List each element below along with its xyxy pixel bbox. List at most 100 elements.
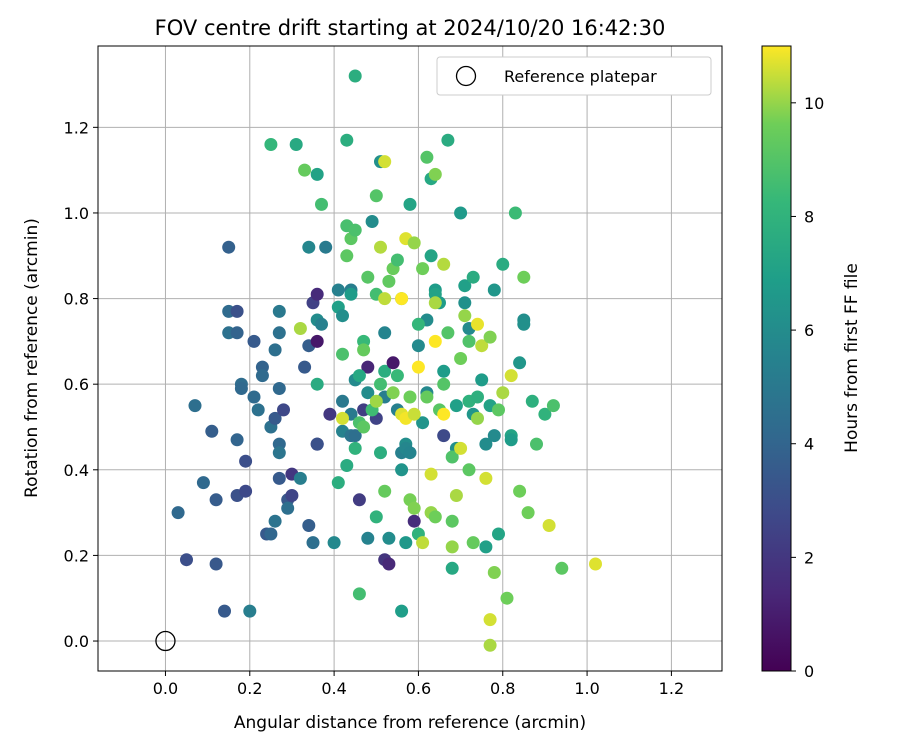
scatter-point [293, 322, 307, 335]
scatter-point [272, 471, 286, 485]
scatter-point [462, 463, 476, 477]
scatter-point [378, 364, 392, 378]
scatter-point [230, 304, 244, 318]
scatter-point [487, 566, 501, 579]
scatter-point [277, 403, 290, 417]
scatter-point [281, 501, 295, 515]
scatter-point [496, 386, 510, 400]
colorbar-tick-label: 8 [804, 207, 814, 226]
scatter-point [348, 69, 362, 83]
scatter-point [264, 527, 278, 541]
scatter-point [209, 493, 223, 507]
scatter-point [361, 531, 375, 545]
scatter-point [336, 411, 349, 425]
scatter-point [243, 604, 257, 618]
colorbar-label: Hours from first FF file [842, 263, 862, 453]
scatter-point [441, 326, 455, 340]
scatter-point [310, 437, 324, 451]
scatter-point [403, 197, 417, 211]
y-tick-label: 0.8 [64, 290, 89, 309]
scatter-point [411, 360, 425, 374]
scatter-point [357, 343, 371, 357]
y-axis-ticks: 0.0 0.2 0.4 0.6 0.8 1.0 1.2 [64, 118, 98, 651]
scatter-point [521, 506, 535, 520]
scatter-point [336, 309, 349, 323]
legend-label: Reference platepar [504, 67, 657, 86]
scatter-point [437, 364, 451, 378]
scatter-point [268, 514, 282, 528]
scatter-point [247, 390, 261, 404]
scatter-point [492, 527, 505, 541]
scatter-point [239, 454, 253, 468]
scatter-point [272, 446, 286, 460]
scatter-point [555, 561, 569, 575]
scatter-point [416, 536, 430, 550]
scatter-point [475, 373, 489, 387]
x-tick-label: 0.6 [406, 679, 431, 698]
scatter-point [374, 446, 387, 460]
scatter-point [471, 390, 484, 404]
scatter-point [517, 270, 531, 284]
scatter-point [302, 240, 316, 254]
y-axis-label: Rotation from reference (arcmin) [22, 218, 42, 498]
scatter-point [323, 407, 337, 421]
colorbar-ticks: 0 2 4 6 8 10 [791, 94, 824, 681]
scatter-point [310, 334, 324, 348]
scatter-point [331, 283, 345, 297]
scatter-point [407, 236, 421, 250]
colorbar-tick-label: 4 [804, 435, 814, 454]
scatter-point [239, 484, 253, 498]
x-tick-label: 0.0 [153, 679, 178, 698]
scatter-point [378, 292, 392, 306]
scatter-point [310, 377, 324, 391]
scatter-point [441, 133, 455, 147]
scatter-point [298, 163, 312, 177]
scatter-point [352, 369, 366, 383]
scatter-point [222, 240, 236, 254]
scatter-point [395, 463, 409, 477]
scatter-point [449, 399, 463, 413]
scatter-point [483, 330, 497, 344]
scatter-point [310, 167, 324, 181]
colorbar: 0 2 4 6 8 10 Hours from first FF file [761, 45, 862, 681]
plot-grid [98, 46, 722, 671]
y-tick-label: 1.0 [64, 204, 89, 223]
scatter-point [462, 334, 476, 348]
scatter-point [471, 317, 484, 331]
scatter-point [416, 262, 430, 276]
scatter-point [348, 223, 362, 237]
scatter-point [407, 514, 421, 528]
scatter-point [466, 536, 480, 550]
scatter-point [382, 531, 396, 545]
legend: Reference platepar [436, 56, 712, 96]
scatter-point [234, 382, 248, 395]
x-tick-label: 1.0 [574, 679, 599, 698]
scatter-point [508, 206, 522, 220]
scatter-point [504, 369, 518, 383]
x-tick-label: 0.8 [490, 679, 515, 698]
scatter-point [374, 377, 387, 391]
scatter-point [382, 557, 396, 571]
scatter-point [449, 489, 463, 502]
scatter-point [479, 540, 493, 554]
colorbar-tick-label: 10 [804, 94, 824, 113]
scatter-point [471, 411, 484, 425]
scatter-point [285, 489, 299, 502]
scatter-point [272, 326, 286, 340]
legend-open-circle-icon [455, 65, 477, 87]
scatter-point [479, 437, 493, 451]
scatter-point [407, 407, 421, 421]
plot-frame [97, 45, 723, 672]
scatter-point [315, 317, 328, 331]
scatter-point [454, 206, 468, 220]
scatter-point [458, 296, 472, 310]
scatter-point [407, 501, 421, 515]
scatter-point [171, 506, 185, 520]
scatter-point [424, 467, 438, 481]
y-tick-label: 1.2 [64, 118, 89, 137]
reference-point-marker [155, 630, 176, 652]
scatter-point [589, 557, 602, 571]
scatter-point [331, 476, 345, 490]
scatter-point [352, 493, 366, 507]
